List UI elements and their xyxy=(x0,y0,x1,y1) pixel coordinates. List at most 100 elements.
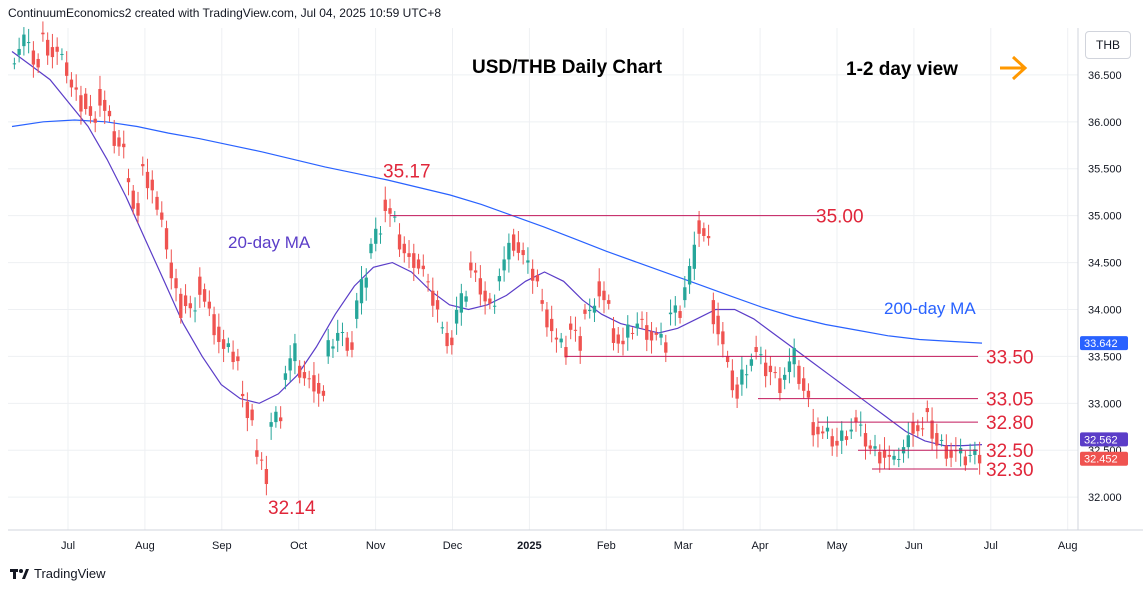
candle-body xyxy=(759,354,763,356)
ma200-line xyxy=(11,119,983,344)
candle-body xyxy=(859,424,863,426)
peak-label: 32.14 xyxy=(268,498,316,519)
candle-body xyxy=(640,318,644,320)
candle-body xyxy=(36,58,40,68)
candle-body xyxy=(160,212,164,220)
candle-body xyxy=(179,293,183,318)
candle-body xyxy=(374,228,378,244)
y-tick-label: 35.000 xyxy=(1088,211,1122,223)
candle-body xyxy=(122,143,126,148)
candle-body xyxy=(930,420,934,439)
candle-body xyxy=(806,390,811,398)
price-tag-label-ma200: 33.642 xyxy=(1084,338,1118,350)
candle-body xyxy=(559,338,563,343)
candle-body xyxy=(435,300,440,310)
candle-body xyxy=(93,118,97,123)
candle-body xyxy=(45,39,50,56)
candle-body xyxy=(98,88,102,106)
level-label: 32.50 xyxy=(986,441,1034,462)
candle-body xyxy=(773,372,777,374)
candle-body xyxy=(963,456,968,466)
candle-body xyxy=(164,228,169,250)
ma200-layer xyxy=(11,119,983,344)
candle-body xyxy=(426,281,430,283)
candle-body xyxy=(293,343,297,362)
candle-body xyxy=(50,47,55,58)
x-tick-label: Jul xyxy=(61,540,75,552)
candle-body xyxy=(88,106,93,116)
level-label: 33.05 xyxy=(986,390,1034,411)
chart-header: ContinuumEconomics2 created with Trading… xyxy=(8,6,442,20)
candle-body xyxy=(459,293,464,313)
candle-body xyxy=(221,339,226,349)
candle-body xyxy=(977,454,982,464)
candle-body xyxy=(412,253,416,268)
y-tick-label: 34.500 xyxy=(1088,258,1122,270)
candle-body xyxy=(573,329,578,331)
candle-body xyxy=(188,303,192,309)
candle-body xyxy=(245,401,250,419)
candle-body xyxy=(535,275,540,282)
candle-body xyxy=(74,87,78,90)
candle-body xyxy=(749,359,754,366)
candle-body xyxy=(502,259,506,271)
candle-body xyxy=(554,337,559,340)
chart-title: USD/THB Daily Chart xyxy=(472,57,663,78)
candle-body xyxy=(198,276,202,295)
y-tick-label: 36.000 xyxy=(1088,117,1122,129)
candle-body xyxy=(169,262,173,279)
candle-body xyxy=(721,331,725,345)
candles-layer xyxy=(12,21,982,496)
candle-body xyxy=(69,79,74,88)
candle-body xyxy=(507,242,511,260)
candle-body xyxy=(597,281,601,297)
candle-body xyxy=(935,433,939,446)
candle-body xyxy=(683,287,687,301)
price-tag-last xyxy=(1080,451,1128,466)
candle-body xyxy=(84,93,88,110)
footer: TradingView xyxy=(10,566,106,581)
candle-body xyxy=(255,450,259,457)
grid-layer xyxy=(8,28,1078,530)
candle-body xyxy=(317,382,321,394)
candle-body xyxy=(359,279,364,304)
candle-body xyxy=(17,48,21,55)
candle-body xyxy=(825,427,830,432)
candle-body xyxy=(706,235,711,239)
candle-body xyxy=(968,454,972,456)
price-tag-ma20 xyxy=(1080,432,1128,447)
candle-body xyxy=(626,324,630,338)
x-tick-label: Sep xyxy=(212,540,232,552)
tradingview-logo-icon xyxy=(10,568,29,579)
candle-body xyxy=(588,309,592,312)
candle-body xyxy=(117,137,121,147)
candle-body xyxy=(12,63,17,65)
currency-selector[interactable]: THB xyxy=(1085,31,1131,59)
candle-body xyxy=(307,378,311,380)
x-tick-label: Mar xyxy=(674,540,693,552)
candle-body xyxy=(569,323,573,330)
candle-body xyxy=(269,422,273,427)
candle-body xyxy=(473,270,478,273)
candle-body xyxy=(664,342,668,353)
candle-body xyxy=(312,375,316,392)
candle-body xyxy=(716,315,720,335)
candle-body xyxy=(350,342,354,350)
candle-body xyxy=(31,50,36,65)
candle-body xyxy=(668,312,673,315)
candle-body xyxy=(740,369,744,385)
candle-body xyxy=(212,314,216,336)
candle-body xyxy=(155,196,159,210)
candle-body xyxy=(478,278,483,295)
candle-body xyxy=(407,253,411,257)
candle-body xyxy=(469,262,473,271)
footer-brand: TradingView xyxy=(34,566,106,581)
candle-body xyxy=(202,289,207,302)
candle-body xyxy=(488,298,492,304)
candle-body xyxy=(345,337,349,351)
candle-body xyxy=(835,440,839,446)
candle-body xyxy=(65,62,69,76)
candle-body xyxy=(22,34,26,47)
candle-body xyxy=(236,356,240,362)
